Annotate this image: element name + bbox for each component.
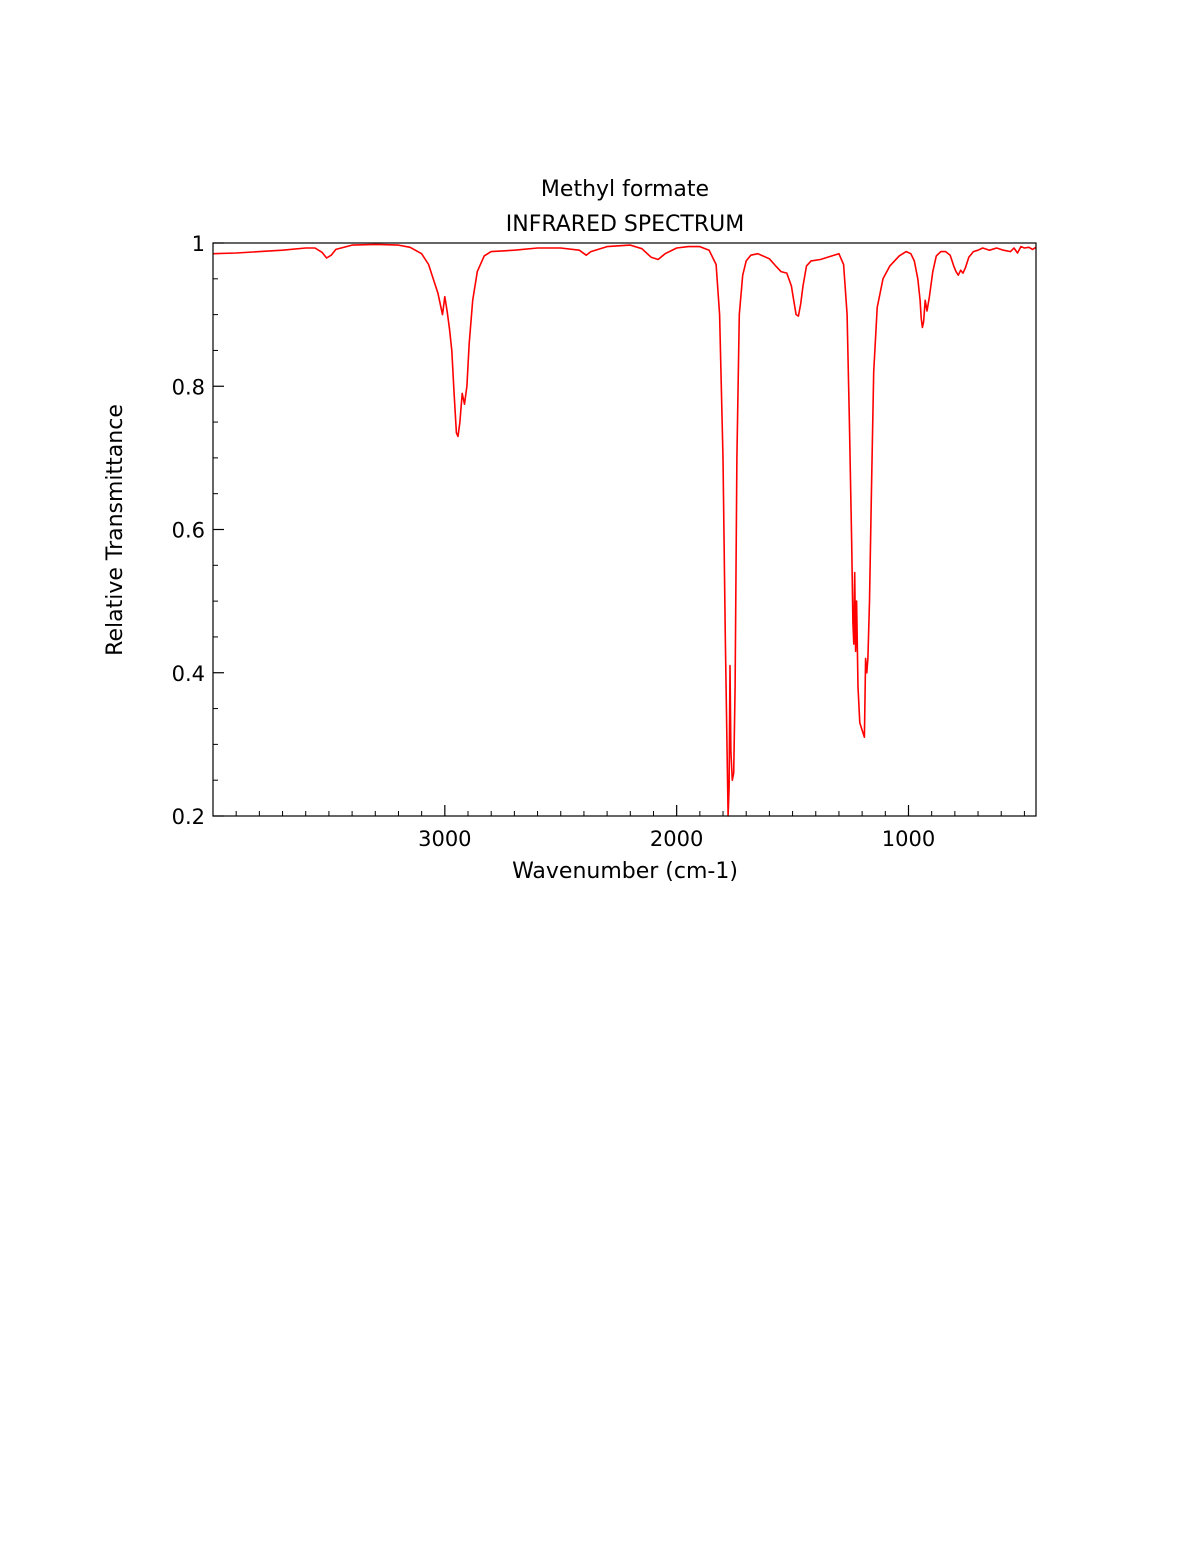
- y-tick-label: 0.6: [172, 519, 205, 543]
- spectrum-line: [212, 243, 1037, 817]
- chart-title: Methyl formate: [541, 177, 709, 202]
- y-tick-label: 0.4: [172, 662, 205, 686]
- x-axis-label: Wavenumber (cm-1): [512, 859, 738, 884]
- y-axis-label: Relative Transmittance: [103, 404, 128, 656]
- axis-layer: 3000 2000 1000 0.2 0.4 0.6 0.8 1: [172, 232, 1025, 851]
- y-tick-label: 0.2: [172, 805, 205, 829]
- x-tick-label: 2000: [650, 827, 703, 851]
- x-tick-label: 1000: [882, 827, 935, 851]
- y-tick-label: 1: [192, 232, 205, 256]
- x-tick-label: 3000: [418, 827, 471, 851]
- plot-frame: [212, 242, 1037, 817]
- chart-subtitle: INFRARED SPECTRUM: [506, 212, 744, 237]
- y-tick-label: 0.8: [172, 375, 205, 399]
